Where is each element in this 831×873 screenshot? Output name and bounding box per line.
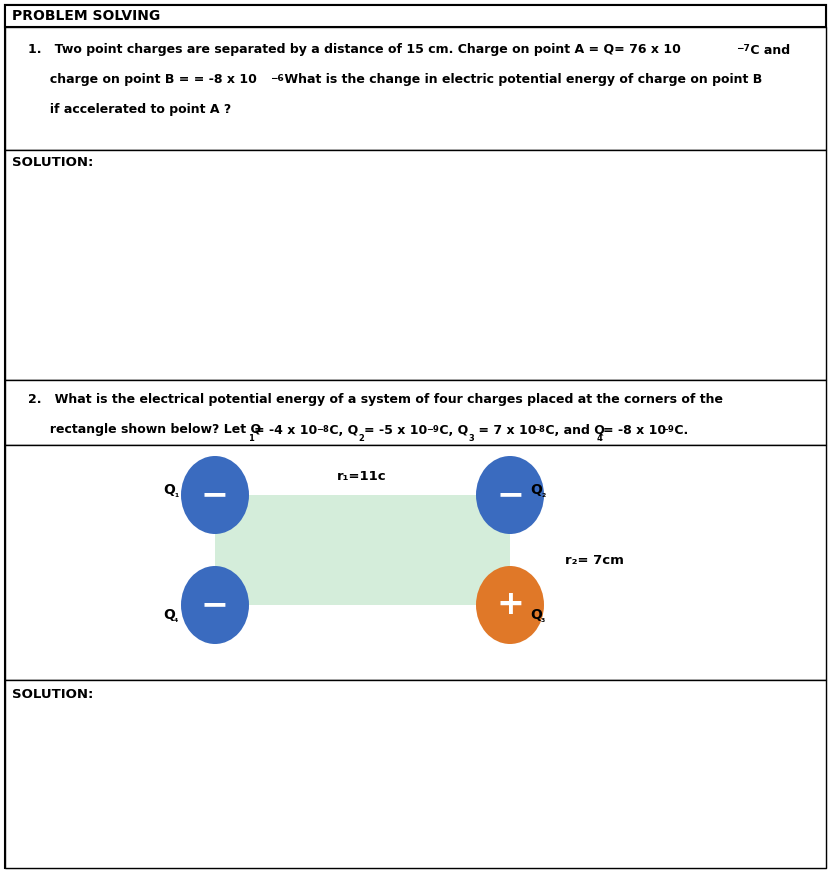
Text: PROBLEM SOLVING: PROBLEM SOLVING <box>12 9 160 23</box>
Ellipse shape <box>476 566 544 644</box>
Text: −: − <box>201 588 229 622</box>
Text: = -8 x 10: = -8 x 10 <box>603 423 666 436</box>
Text: SOLUTION:: SOLUTION: <box>12 156 93 169</box>
Text: if accelerated to point A ?: if accelerated to point A ? <box>28 104 231 116</box>
Text: ₂: ₂ <box>541 489 545 499</box>
Text: r₂= 7cm: r₂= 7cm <box>565 553 624 567</box>
Text: = -5 x 10: = -5 x 10 <box>364 423 427 436</box>
Text: 1.   Two point charges are separated by a distance of 15 cm. Charge on point A =: 1. Two point charges are separated by a … <box>28 44 681 57</box>
Text: CHRISTIAN UNIV: CHRISTIAN UNIV <box>345 162 485 177</box>
Ellipse shape <box>181 456 249 534</box>
Text: What is the change in electric potential energy of charge on point B: What is the change in electric potential… <box>280 73 762 86</box>
Text: Q: Q <box>530 608 542 622</box>
Text: Q: Q <box>163 483 175 497</box>
Ellipse shape <box>181 566 249 644</box>
Text: Q: Q <box>163 608 175 622</box>
Text: charge on point B = = -8 x 10: charge on point B = = -8 x 10 <box>28 73 257 86</box>
Text: ₄: ₄ <box>174 614 179 624</box>
Text: Q: Q <box>530 483 542 497</box>
Text: ₃: ₃ <box>541 614 545 624</box>
Bar <box>215 495 510 605</box>
Bar <box>5 150 826 380</box>
Ellipse shape <box>476 456 544 534</box>
Bar <box>5 27 826 150</box>
Bar <box>5 380 826 445</box>
Text: = 7 x 10: = 7 x 10 <box>474 423 537 436</box>
Text: −8: −8 <box>316 425 329 434</box>
Text: −7: −7 <box>736 44 750 53</box>
Text: −9: −9 <box>661 425 674 434</box>
Text: +: + <box>496 588 524 622</box>
Text: −8: −8 <box>532 425 545 434</box>
Text: C.: C. <box>670 423 688 436</box>
Text: 3: 3 <box>468 434 474 443</box>
Text: rectangle shown below? Let Q: rectangle shown below? Let Q <box>28 423 261 436</box>
Text: 2: 2 <box>358 434 364 443</box>
Text: 4: 4 <box>597 434 602 443</box>
Text: −: − <box>496 478 524 512</box>
Text: ITH: ITH <box>292 263 318 287</box>
Text: C, Q: C, Q <box>325 423 358 436</box>
Text: INE: INE <box>297 215 322 244</box>
Text: C, and Q: C, and Q <box>541 423 605 436</box>
Text: CHARACTER SERV: CHARACTER SERV <box>352 190 478 203</box>
Text: r₁=11c: r₁=11c <box>337 471 386 484</box>
Bar <box>5 5 826 27</box>
Bar <box>5 680 826 868</box>
Text: 2.   What is the electrical potential energy of a system of four charges placed : 2. What is the electrical potential ener… <box>28 394 723 407</box>
Text: = -4 x 10: = -4 x 10 <box>254 423 317 436</box>
Text: C, Q: C, Q <box>435 423 468 436</box>
Text: −9: −9 <box>426 425 439 434</box>
Bar <box>5 445 826 680</box>
Text: ₁: ₁ <box>174 489 179 499</box>
Text: −6: −6 <box>270 74 283 83</box>
Text: SOLUTION:: SOLUTION: <box>12 689 93 702</box>
Text: The Truth: The Truth <box>444 270 496 280</box>
Text: −: − <box>201 478 229 512</box>
Text: ★: ★ <box>392 221 408 239</box>
Text: RSITY: RSITY <box>486 298 524 343</box>
Text: Trut: Trut <box>459 315 481 325</box>
Text: 1: 1 <box>248 434 254 443</box>
Text: C and: C and <box>746 44 790 57</box>
